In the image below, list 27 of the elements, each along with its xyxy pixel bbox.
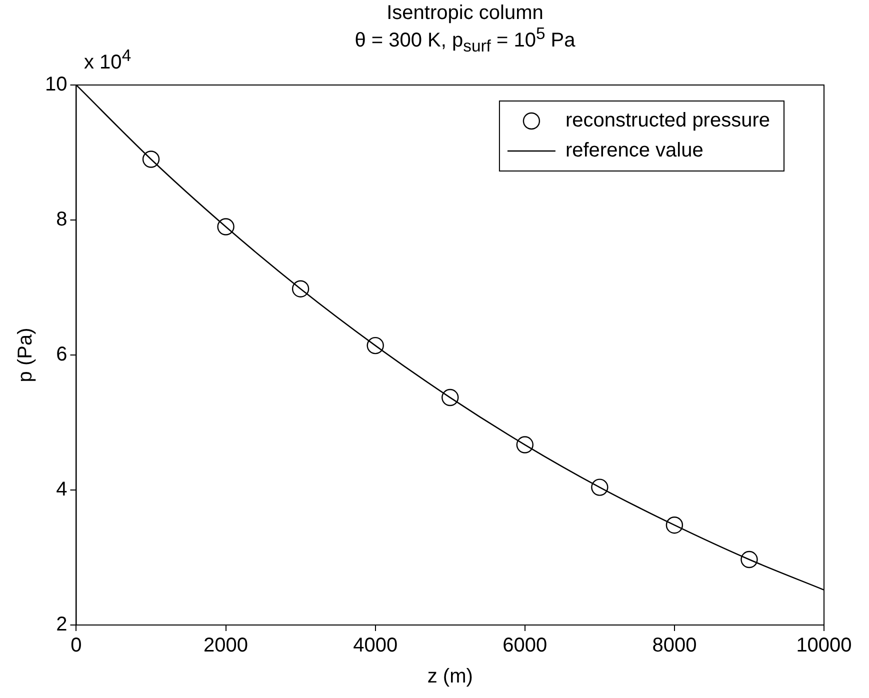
text: x 10$^{4}$ (84, 46, 132, 75)
legend-label: reconstructed pressure (565, 110, 770, 132)
x-tick-label: 2000 (204, 634, 248, 657)
point (516, 436, 534, 454)
chart-subtitle: θ = 300 K, p$_{surf}$ = 10$^{5}$ Pa (354, 24, 576, 56)
x-tick-label: 4000 (353, 634, 398, 657)
y-tick-label: 10 (44, 74, 68, 96)
point (366, 336, 384, 354)
chart-title: Isentropic column (386, 2, 544, 25)
x-axis-title: z (m) (427, 666, 473, 688)
point (142, 150, 160, 168)
point (740, 550, 758, 568)
y-tick-label: 8 (56, 208, 68, 231)
point (292, 280, 310, 298)
x-tick-label: 8000 (652, 634, 697, 657)
y-tick-label: 4 (56, 478, 68, 501)
point (217, 218, 234, 236)
x-tick-label: 0 (70, 634, 82, 657)
point (591, 478, 608, 496)
point (666, 516, 684, 534)
y-tick-label: 6 (56, 344, 68, 366)
x-tick-label: 6000 (502, 634, 548, 657)
point (442, 388, 459, 406)
y-axis-title: p (Pa) (14, 328, 37, 382)
x-tick-label: 10000 (796, 634, 852, 657)
legend-label: reference value (565, 140, 704, 162)
y-tick-label: 2 (56, 614, 68, 636)
